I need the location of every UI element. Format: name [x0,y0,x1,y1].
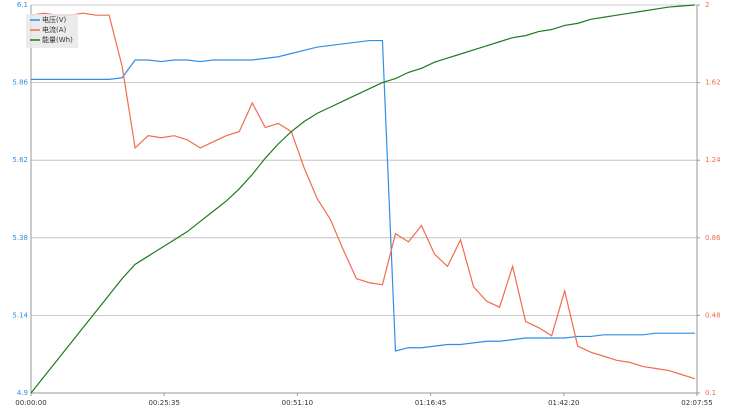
y-tick-label: 4.9 [17,389,28,397]
y-tick-label: 5.62 [12,156,28,164]
y-tick-label: 5.86 [12,79,28,87]
series-line [30,12,696,380]
x-tick-label: 00:51:10 [282,399,313,407]
y2-tick-label: 1.24 [705,156,721,164]
y2-tick-label: 0.48 [705,311,721,319]
y2-tick-label: 0.86 [705,234,721,242]
y-tick-label: 5.38 [12,234,28,242]
x-tick-label: 00:00:00 [15,399,46,407]
x-tick-label: 00:25:35 [148,399,179,407]
legend-label: 能量(Wh) [42,35,73,44]
legend-label: 电压(V) [42,15,67,24]
y-tick-label: 5.14 [12,311,28,319]
y2-tick-label: 0.1 [705,389,716,397]
legend-label: 电流(A) [42,25,67,34]
y2-tick-label: 1.62 [705,79,721,87]
x-tick-label: 02:07:55 [681,399,712,407]
x-tick-label: 01:42:20 [548,399,579,407]
legend: 电压(V)电流(A)能量(Wh) [26,14,78,48]
y2-tick-label: 2 [705,1,709,9]
x-tick-label: 01:16:45 [415,399,446,407]
series-line [31,39,695,352]
y-tick-label: 6.1 [17,1,28,9]
series-line [30,4,695,394]
